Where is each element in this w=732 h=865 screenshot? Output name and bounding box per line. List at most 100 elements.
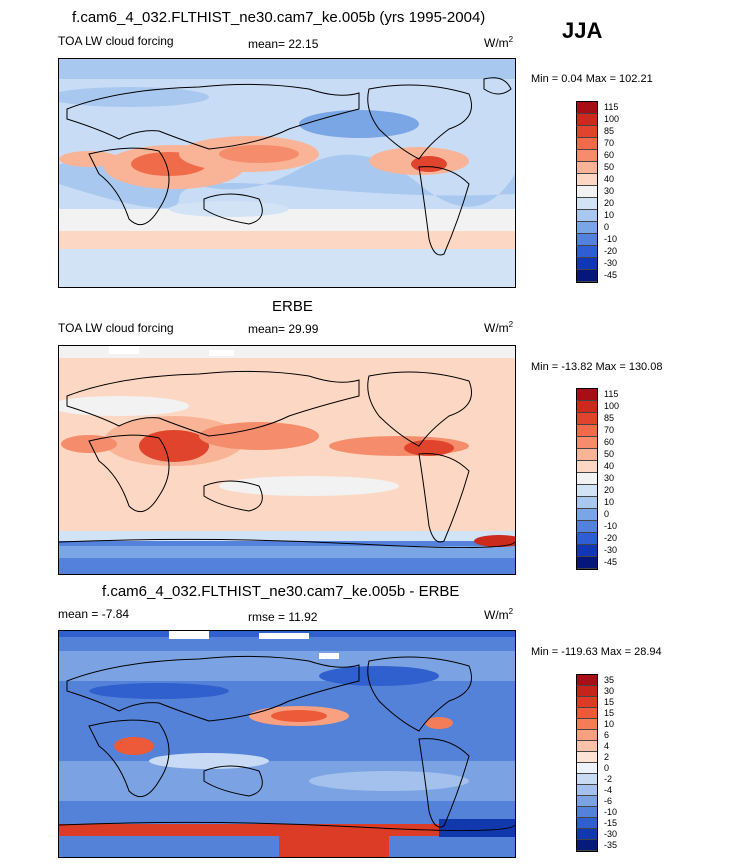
colorbar-swatch (577, 763, 597, 774)
colorbar-swatch (577, 401, 597, 413)
colorbar-swatch (577, 198, 597, 210)
colorbar-swatch (577, 162, 597, 174)
colorbar-swatch (577, 270, 597, 282)
colorbar-tick-label: -30 (604, 545, 618, 555)
colorbar-swatch (577, 234, 597, 246)
colorbar-swatch (577, 533, 597, 545)
colorbar-tick-label: 0 (604, 509, 610, 519)
colorbar-swatch (577, 150, 597, 162)
colorbar-tick-label: 30 (604, 686, 615, 696)
panel-1-variable-label: TOA LW cloud forcing (58, 34, 174, 48)
panel-1-map (58, 58, 516, 288)
colorbar-tick-label: 15 (604, 708, 615, 718)
colorbar-swatch (577, 174, 597, 186)
colorbar-swatch (577, 126, 597, 138)
panel-3-minmax: Min = -119.63 Max = 28.94 (531, 646, 662, 658)
colorbar-swatch (577, 719, 597, 730)
panel-1-map-svg (59, 59, 515, 287)
colorbar-swatch (577, 509, 597, 521)
panel-2-map (58, 345, 516, 575)
colorbar-tick-label: 70 (604, 138, 615, 148)
colorbar-swatch (577, 545, 597, 557)
colorbar-tick-label: 60 (604, 150, 615, 160)
colorbar-tick-label: 85 (604, 126, 615, 136)
panel-2-colorbar (576, 388, 598, 570)
colorbar-tick-label: 115 (604, 389, 619, 399)
colorbar-tick-label: 20 (604, 485, 615, 495)
colorbar-swatch (577, 222, 597, 234)
colorbar-swatch (577, 246, 597, 258)
colorbar-swatch (577, 697, 597, 708)
colorbar-tick-label: 4 (604, 741, 610, 751)
colorbar-tick-label: 15 (604, 697, 615, 707)
colorbar-tick-label: -20 (604, 533, 618, 543)
colorbar-swatch (577, 497, 597, 509)
colorbar-tick-label: -10 (604, 234, 618, 244)
panel-2-title: ERBE (272, 298, 313, 315)
panel-1-title: f.cam6_4_032.FLTHIST_ne30.cam7_ke.005b (… (72, 9, 486, 26)
colorbar-tick-label: 30 (604, 186, 615, 196)
colorbar-tick-label: -30 (604, 258, 618, 268)
colorbar-swatch (577, 258, 597, 270)
colorbar-swatch (577, 138, 597, 150)
colorbar-swatch (577, 437, 597, 449)
colorbar-tick-label: 50 (604, 162, 615, 172)
colorbar-tick-label: -35 (604, 840, 618, 850)
colorbar-swatch (577, 752, 597, 763)
panel-1-colorbar (576, 101, 598, 283)
colorbar-swatch (577, 807, 597, 818)
colorbar-swatch (577, 210, 597, 222)
colorbar-swatch (577, 818, 597, 829)
colorbar-swatch (577, 796, 597, 807)
colorbar-tick-label: 115 (604, 102, 619, 112)
season-label: JJA (562, 18, 603, 43)
panel-2-map-svg (59, 346, 515, 574)
colorbar-swatch (577, 485, 597, 497)
colorbar-swatch (577, 741, 597, 752)
colorbar-tick-label: 30 (604, 473, 615, 483)
colorbar-tick-label: 85 (604, 413, 615, 423)
colorbar-swatch (577, 521, 597, 533)
colorbar-swatch (577, 461, 597, 473)
panel-2-minmax: Min = -13.82 Max = 130.08 (531, 361, 663, 373)
colorbar-tick-label: 100 (604, 114, 620, 124)
colorbar-swatch (577, 829, 597, 840)
panel-3-rmse-label: rmse = 11.92 (248, 610, 318, 624)
colorbar-swatch (577, 686, 597, 697)
panel-1-units: W/m2 (484, 35, 514, 50)
colorbar-tick-label: 10 (604, 497, 615, 507)
panel-3-map-svg (59, 631, 515, 857)
colorbar-tick-label: 20 (604, 198, 615, 208)
panel-2-units: W/m2 (484, 320, 514, 335)
colorbar-swatch (577, 473, 597, 485)
colorbar-tick-label: -15 (604, 818, 618, 828)
colorbar-swatch (577, 840, 597, 851)
colorbar-swatch (577, 449, 597, 461)
colorbar-swatch (577, 186, 597, 198)
panel-1-minmax: Min = 0.04 Max = 102.21 (531, 73, 653, 85)
colorbar-tick-label: 10 (604, 210, 615, 220)
colorbar-swatch (577, 557, 597, 569)
colorbar-swatch (577, 730, 597, 741)
colorbar-swatch (577, 675, 597, 686)
colorbar-tick-label: -2 (604, 774, 613, 784)
colorbar-swatch (577, 425, 597, 437)
panel-3-title: f.cam6_4_032.FLTHIST_ne30.cam7_ke.005b -… (102, 583, 460, 600)
colorbar-tick-label: -10 (604, 521, 618, 531)
colorbar-swatch (577, 785, 597, 796)
colorbar-tick-label: 40 (604, 461, 615, 471)
colorbar-tick-label: 0 (604, 763, 610, 773)
colorbar-tick-label: 6 (604, 730, 610, 740)
colorbar-tick-label: 2 (604, 752, 610, 762)
panel-3-units: W/m2 (484, 607, 514, 622)
colorbar-swatch (577, 114, 597, 126)
colorbar-tick-label: 35 (604, 675, 615, 685)
colorbar-tick-label: 40 (604, 174, 615, 184)
colorbar-tick-label: 10 (604, 719, 615, 729)
panel-3-map (58, 630, 516, 858)
colorbar-tick-label: -45 (604, 270, 618, 280)
colorbar-tick-label: -4 (604, 785, 613, 795)
panel-3-mean-label: mean = -7.84 (58, 607, 130, 621)
panel-2-variable-label: TOA LW cloud forcing (58, 321, 174, 335)
colorbar-tick-label: 70 (604, 425, 615, 435)
